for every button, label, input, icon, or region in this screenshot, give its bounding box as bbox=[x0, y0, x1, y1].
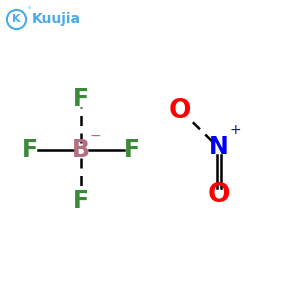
Text: +: + bbox=[230, 124, 241, 137]
Text: N: N bbox=[209, 135, 229, 159]
Text: °: ° bbox=[28, 7, 31, 13]
Text: F: F bbox=[73, 87, 89, 111]
Text: F: F bbox=[124, 138, 140, 162]
Text: F: F bbox=[22, 138, 38, 162]
Text: −: − bbox=[90, 129, 101, 142]
Text: F: F bbox=[73, 189, 89, 213]
Text: B: B bbox=[72, 138, 90, 162]
Text: Kuujia: Kuujia bbox=[32, 13, 80, 26]
Text: K: K bbox=[12, 14, 21, 25]
Text: O: O bbox=[208, 182, 230, 208]
Text: O: O bbox=[169, 98, 191, 124]
